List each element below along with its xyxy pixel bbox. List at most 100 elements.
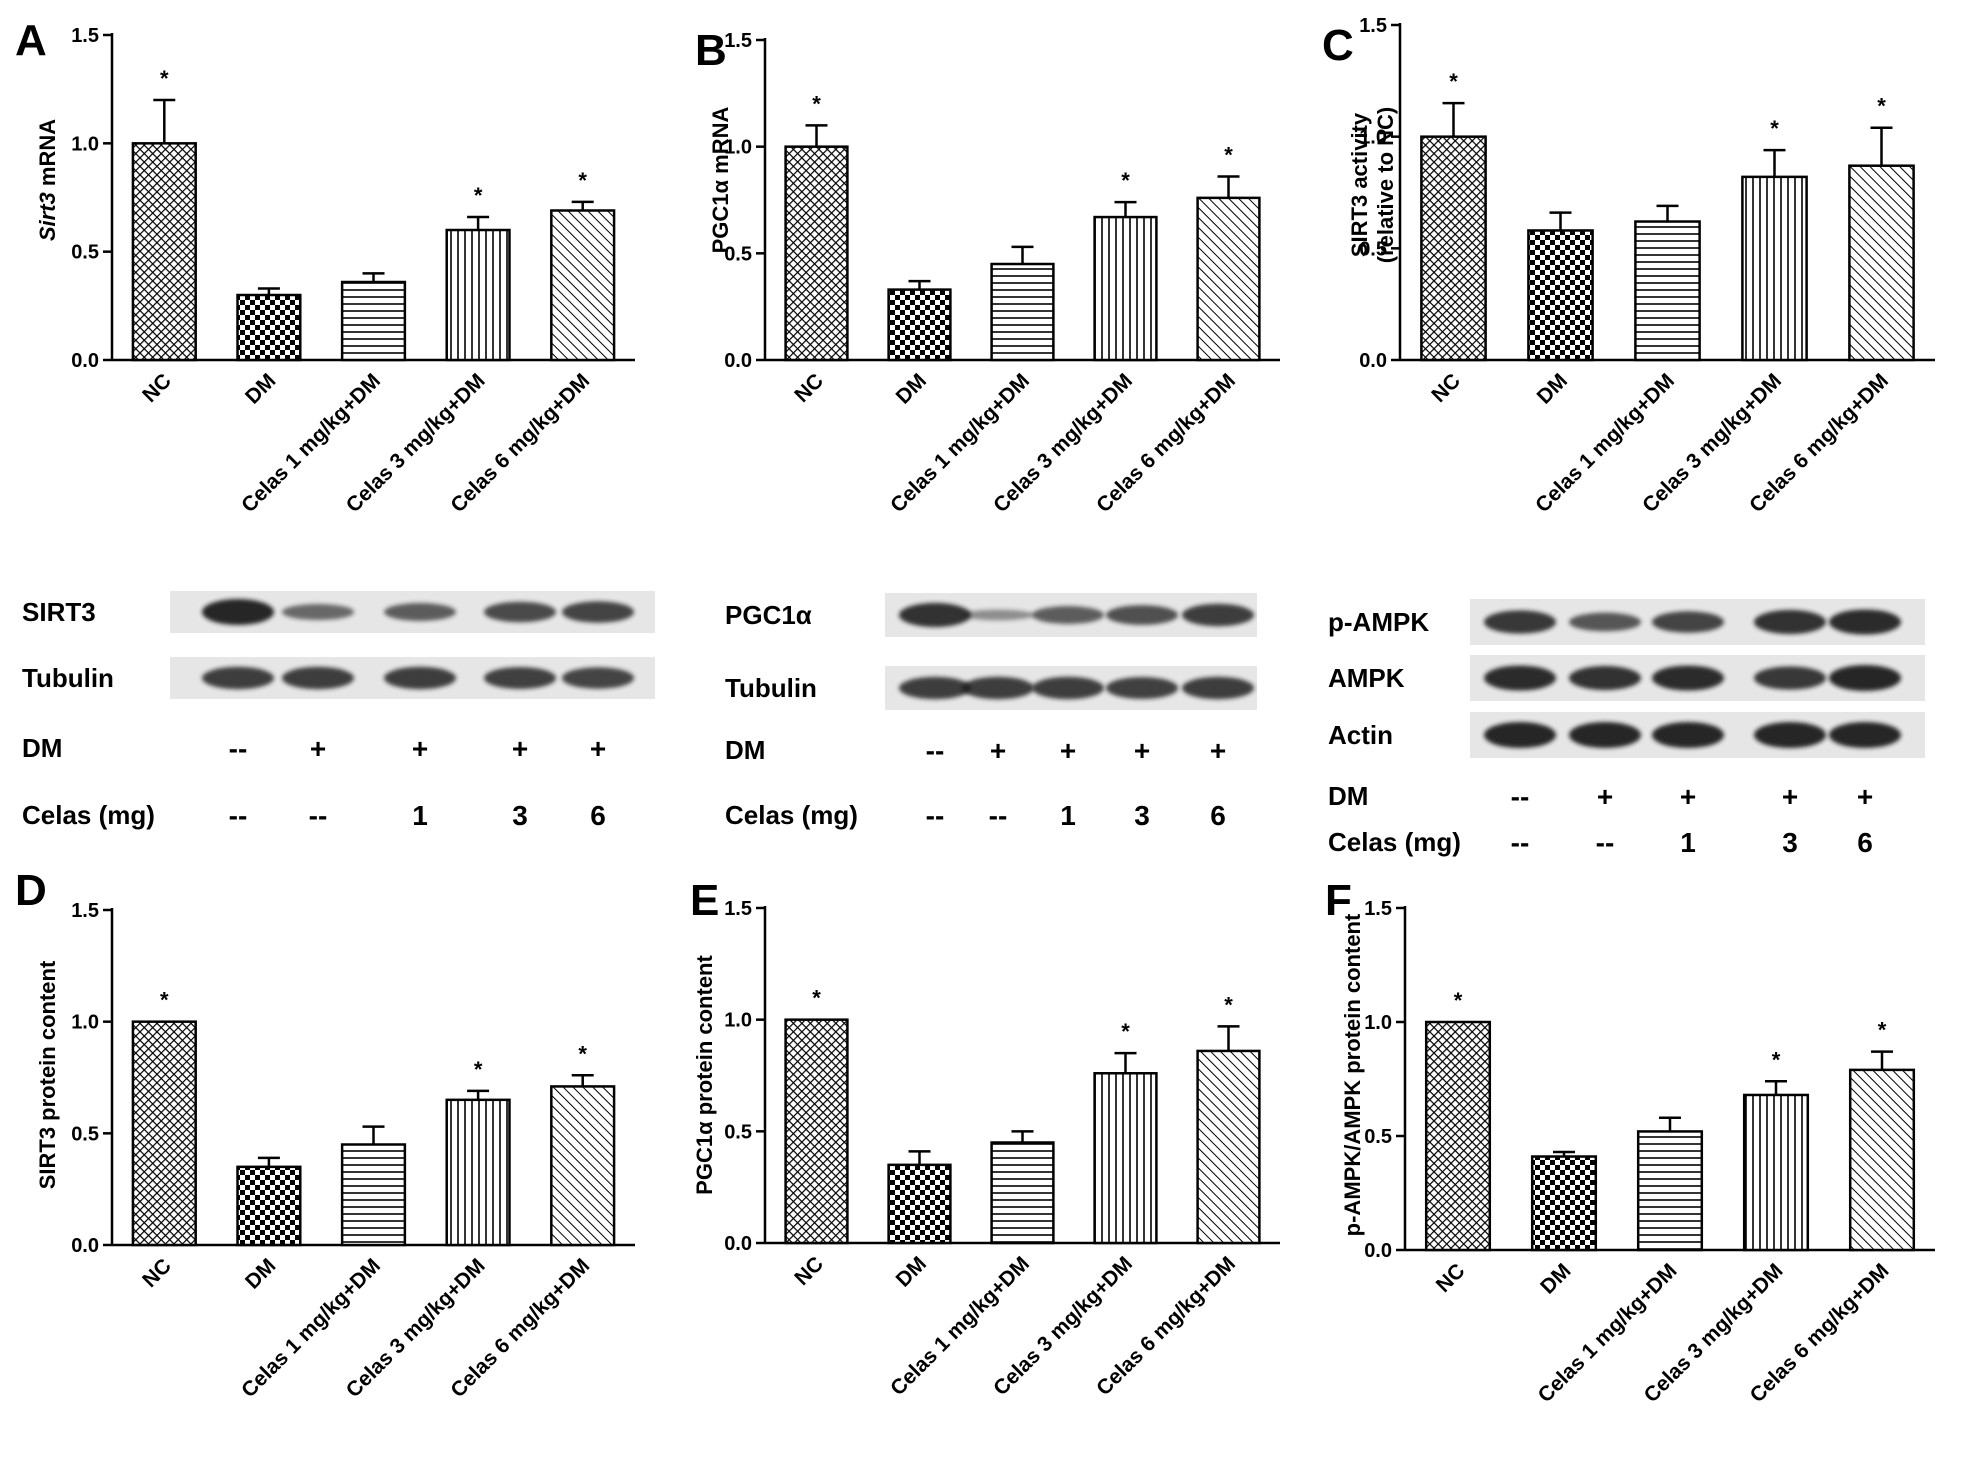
treatment-row: DM -- + + + + — [725, 735, 1226, 766]
significance-star: * — [1877, 94, 1886, 119]
ampk-blot: p-AMPK AMPK Actin DM -- + + + + Celas (mg) -- -- 1 3 6 — [1328, 599, 1925, 858]
y-tick-label: 1.5 — [1364, 898, 1392, 920]
panel-label: C — [1322, 21, 1354, 70]
blot-band-label: Tubulin — [725, 673, 817, 703]
bar-b-1 — [887, 288, 952, 362]
bar-f-3 — [1742, 1093, 1810, 1252]
blot-band — [1754, 609, 1826, 635]
bar-c-2 — [1634, 220, 1701, 362]
treatment-row: DM -- + + + + — [22, 733, 606, 764]
treatment-value: + — [412, 733, 428, 764]
treatment-value: -- — [229, 800, 248, 831]
blot-band — [484, 601, 556, 623]
panel-c: C 0.0 0.5 1.0 1.5 SIRT3 activity (relative to … — [1322, 15, 1935, 517]
treatment-value: 1 — [1680, 827, 1696, 858]
blot-band — [562, 667, 634, 689]
y-axis-title-part: SIRT3 protein content — [35, 960, 60, 1189]
y-tick-label: 0.0 — [724, 350, 752, 372]
y-axis-title: Sirt3 mRNA — [35, 119, 60, 241]
treatment-value: 6 — [590, 800, 606, 831]
panel-label: E — [690, 876, 719, 925]
bar-e-1 — [887, 1163, 952, 1245]
treatment-value: + — [1597, 781, 1613, 812]
panel-label: F — [1325, 876, 1352, 925]
panel-f: F 0.0 0.5 1.0 1.5p-AMPK/AMPK protein content… — [1325, 876, 1935, 1407]
blot-row: p-AMPK — [1328, 599, 1925, 645]
treatment-value: -- — [1511, 781, 1530, 812]
blot-band — [1182, 676, 1254, 700]
treatment-value: 1 — [412, 800, 428, 831]
blot-band — [1484, 722, 1556, 748]
treatment-value: -- — [926, 800, 945, 831]
bar-f-1 — [1530, 1155, 1598, 1252]
category-label: NC — [790, 1252, 828, 1290]
treatment-value: 3 — [1134, 800, 1150, 831]
blot-band — [1754, 666, 1826, 690]
blot-band — [899, 602, 971, 628]
category-label: DM — [892, 1252, 931, 1291]
treatment-value: -- — [1596, 827, 1615, 858]
bar-b-0 — [784, 145, 849, 362]
blot-band — [1829, 722, 1901, 748]
y-tick-label: 1.5 — [724, 30, 752, 52]
treatment-value: + — [990, 735, 1006, 766]
treatment-label: Celas (mg) — [725, 800, 858, 830]
treatment-value: -- — [926, 735, 945, 766]
treatment-row: Celas (mg) -- -- 1 3 6 — [22, 800, 606, 831]
blot-row: AMPK — [1328, 655, 1925, 701]
significance-star: * — [812, 91, 821, 116]
blot-band — [384, 603, 456, 621]
blot-band — [1829, 665, 1901, 691]
y-tick-label: 1.0 — [71, 1012, 99, 1034]
y-axis-title: PGC1α mRNA — [708, 107, 733, 254]
significance-star: * — [1224, 143, 1233, 168]
bar-e-0 — [784, 1018, 849, 1245]
bar-c-1 — [1527, 229, 1594, 362]
bar-d-0 — [131, 1020, 197, 1247]
blot-band-label: Actin — [1328, 720, 1393, 750]
y-tick-label: 0.0 — [71, 350, 99, 372]
blot-band — [484, 666, 556, 690]
treatment-value: 6 — [1857, 827, 1873, 858]
significance-star: * — [1770, 116, 1779, 141]
bar-a-4 — [550, 209, 616, 362]
treatment-value: -- — [1511, 827, 1530, 858]
blot-row: SIRT3 — [22, 591, 655, 633]
significance-star: * — [812, 986, 821, 1011]
y-tick-label: 1.5 — [724, 898, 752, 920]
category-label: DM — [241, 1254, 280, 1293]
treatment-value: 3 — [512, 800, 528, 831]
blot-band — [1569, 612, 1641, 632]
significance-star: * — [474, 183, 483, 208]
blot-band-label: PGC1α — [725, 600, 812, 630]
panel-label: D — [15, 866, 47, 915]
y-tick-label: 0.0 — [724, 1233, 752, 1255]
y-tick-label: 0.5 — [71, 242, 99, 264]
blot-band — [1106, 676, 1178, 700]
blot-band — [282, 666, 354, 690]
treatment-value: + — [1782, 781, 1798, 812]
y-tick-label: 1.5 — [71, 25, 99, 47]
blot-band — [899, 676, 971, 700]
treatment-label: DM — [725, 735, 765, 765]
blot-band — [962, 609, 1034, 621]
blot-band — [1032, 676, 1104, 700]
bar-d-4 — [550, 1085, 616, 1247]
panel-label: A — [15, 16, 47, 65]
y-tick-label: 1.0 — [1364, 1012, 1392, 1034]
treatment-label: Celas (mg) — [1328, 827, 1461, 857]
blot-band — [1829, 609, 1901, 635]
blot-band — [384, 666, 456, 690]
blot-band-label: AMPK — [1328, 663, 1405, 693]
blot-band-label: Tubulin — [22, 663, 114, 693]
significance-star: * — [474, 1057, 483, 1082]
bar-e-3 — [1093, 1072, 1158, 1245]
blot-band — [1569, 665, 1641, 691]
y-axis-title: (relative to NC) — [1373, 107, 1398, 263]
category-label: DM — [241, 369, 280, 408]
blot-band — [1569, 722, 1641, 748]
bar-d-1 — [236, 1165, 302, 1247]
blot-band-label: SIRT3 — [22, 597, 96, 627]
